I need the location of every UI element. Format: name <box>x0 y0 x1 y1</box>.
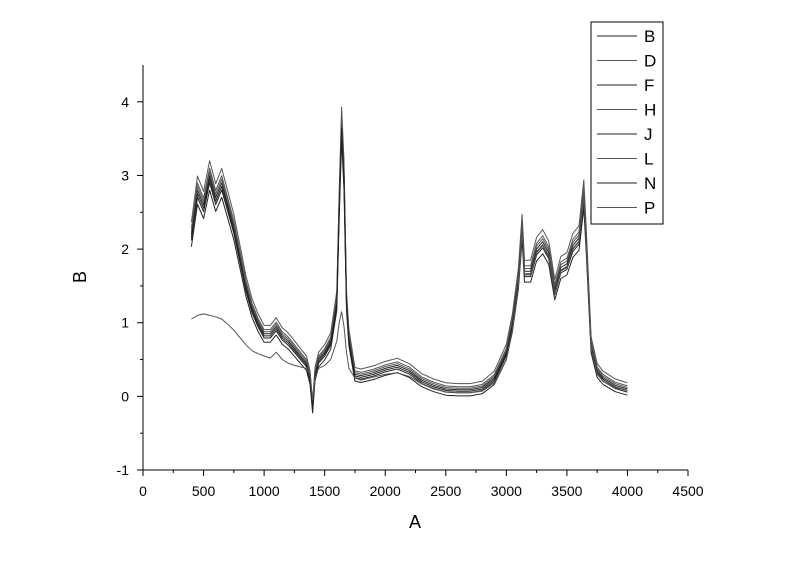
y-tick-label: 4 <box>121 94 129 110</box>
legend-label-L: L <box>644 150 653 169</box>
x-axis-label: A <box>409 512 421 532</box>
y-tick-label: 3 <box>121 167 129 183</box>
x-tick-label: 4000 <box>612 483 643 499</box>
series-lines <box>190 106 628 414</box>
legend-box <box>590 21 664 225</box>
x-tick-label: 3000 <box>491 483 522 499</box>
y-tick-label: 2 <box>121 241 129 257</box>
x-tick-label: 4500 <box>672 483 703 499</box>
legend-label-P: P <box>644 199 655 218</box>
x-tick-label: 500 <box>192 483 216 499</box>
series-line-H <box>190 106 628 403</box>
legend-label-B: B <box>644 27 655 46</box>
y-tick-label: -1 <box>117 462 130 478</box>
series-line-P <box>191 197 628 401</box>
series-line-J <box>190 140 628 414</box>
legend-label-D: D <box>644 52 656 71</box>
x-tick-label: 2000 <box>370 483 401 499</box>
legend-label-F: F <box>644 76 654 95</box>
legend-label-H: H <box>644 101 656 120</box>
x-tick-label: 0 <box>139 483 147 499</box>
x-tick-label: 1500 <box>309 483 340 499</box>
series-line-L <box>190 119 628 407</box>
x-tick-label: 2500 <box>430 483 461 499</box>
axes: 0 500 1000 1500 2000 2500 3000 3500 4000 4500 -1 0 1… <box>117 65 704 499</box>
legend-label-J: J <box>644 125 653 144</box>
y-axis-label: B <box>70 271 90 283</box>
y-tick-label: 0 <box>121 388 129 404</box>
y-tick-label: 1 <box>121 315 129 331</box>
x-tick-label: 3500 <box>551 483 582 499</box>
series-line-D <box>190 115 628 406</box>
series-line-B <box>190 123 628 408</box>
x-tick-label: 1000 <box>249 483 280 499</box>
legend-label-N: N <box>644 174 656 193</box>
